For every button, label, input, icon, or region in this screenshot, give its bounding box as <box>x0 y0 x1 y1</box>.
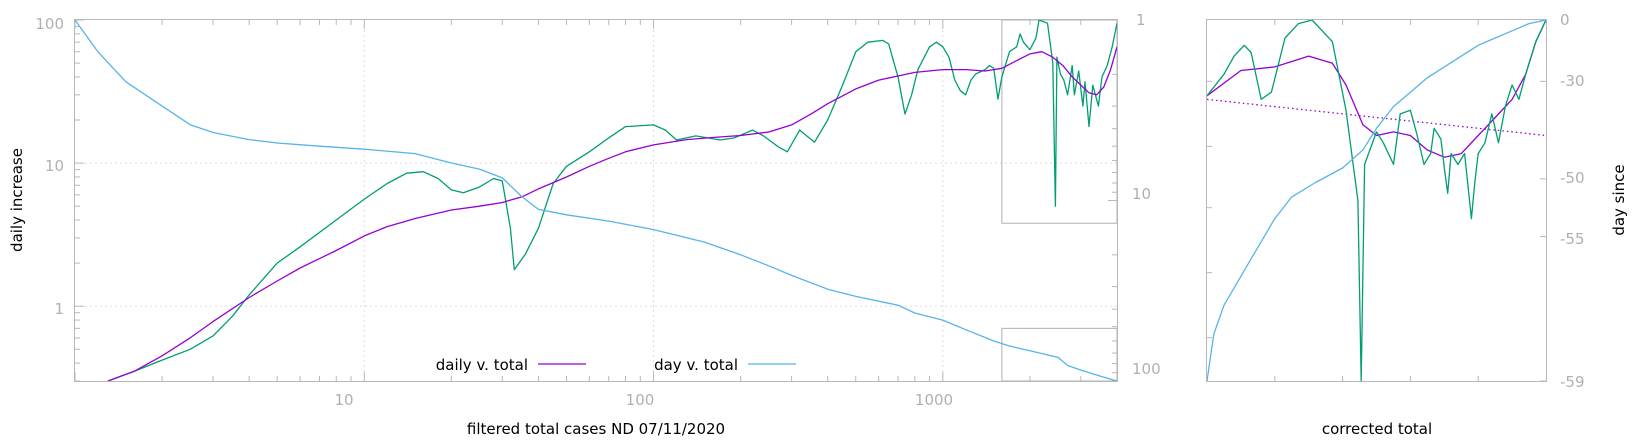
x-tick-label-1000: 1000 <box>915 391 953 409</box>
inset-y2-tick-minus55: -55 <box>1560 230 1585 248</box>
y2-tick-label-10: 10 <box>1132 185 1151 203</box>
inset-y-axis-title: day since <box>1610 164 1628 235</box>
main-grid <box>75 20 1117 381</box>
x-tick-label-100: 100 <box>626 391 655 409</box>
y-tick-label-1: 1 <box>54 300 64 318</box>
legend: daily v. total day v. total <box>436 356 796 374</box>
y2-tick-label-1: 1 <box>1136 11 1146 29</box>
inset-y2-tick-0: 0 <box>1560 11 1570 29</box>
legend-label-daily: daily v. total <box>436 356 528 374</box>
inset-x-axis-title: corrected total <box>1322 420 1432 438</box>
series-line-day-v-total <box>74 19 1118 382</box>
y-tick-label-100: 100 <box>35 15 64 33</box>
inset-y2-tick-minus30: -30 <box>1560 72 1585 90</box>
series-line-daily-v-total <box>107 46 1118 382</box>
main-plot-frame <box>74 19 1118 382</box>
y-tick-label-10: 10 <box>45 157 64 175</box>
y2-tick-label-100: 100 <box>1132 360 1161 378</box>
main-inset-boxes <box>1001 19 1118 382</box>
inset-y2-tick-minus59: -59 <box>1560 373 1585 391</box>
inset-minor-ticks <box>1207 19 1546 382</box>
main-series <box>74 19 1118 382</box>
inset-indicator-box-2 <box>1001 327 1118 382</box>
inset-series-line-fit <box>1206 98 1547 137</box>
inset-series-line-daily-v-total <box>1206 19 1547 158</box>
x-tick-label-10: 10 <box>334 391 353 409</box>
x-axis-title: filtered total cases ND 07/11/2020 <box>467 420 725 438</box>
legend-label-day: day v. total <box>654 356 738 374</box>
inset-series-line-daily-raw-smoothed- <box>1206 19 1547 382</box>
inset-series-line-day-v-total <box>1206 19 1547 382</box>
inset-tick-labels: 0 -30 -50 -55 -59 <box>1560 11 1585 391</box>
inset-plot-frame <box>1206 19 1547 382</box>
main-minor-ticks <box>74 19 1118 382</box>
main-tick-labels: 100 10 1 10 100 1000 1 10 100 <box>35 11 1160 409</box>
inset-y2-tick-minus50: -50 <box>1560 169 1585 187</box>
series-line-daily-raw-smoothed- <box>107 19 1118 382</box>
inset-indicator-box-1 <box>1001 19 1118 224</box>
y-axis-title: daily increase <box>8 148 26 252</box>
inset-series <box>1206 19 1547 382</box>
